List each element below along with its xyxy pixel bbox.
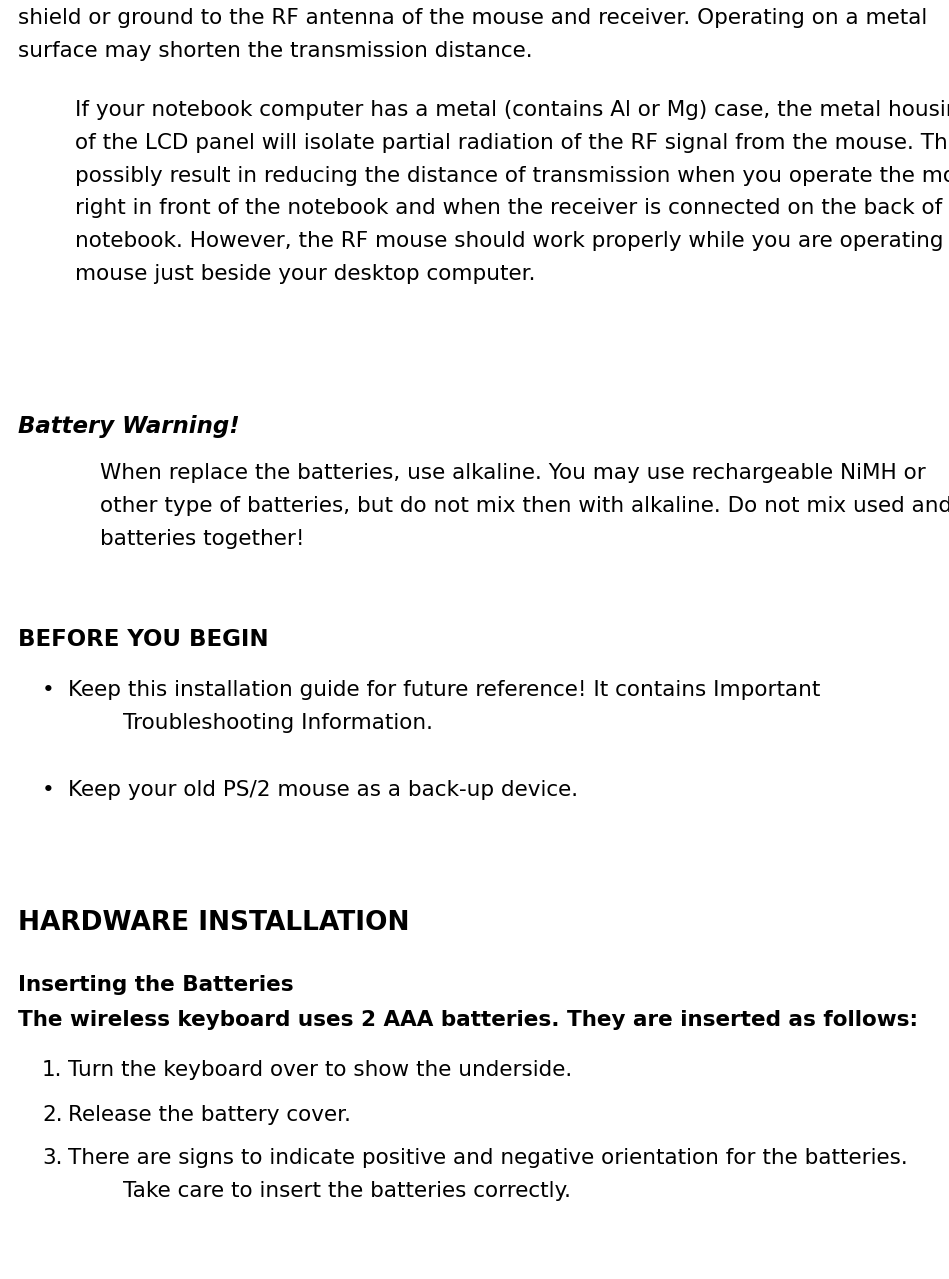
Text: 2.: 2. <box>42 1105 63 1126</box>
Text: Release the battery cover.: Release the battery cover. <box>68 1105 351 1126</box>
Text: 3.: 3. <box>42 1149 63 1168</box>
Text: shield or ground to the RF antenna of the mouse and receiver. Operating on a met: shield or ground to the RF antenna of th… <box>18 8 927 61</box>
Text: BEFORE YOU BEGIN: BEFORE YOU BEGIN <box>18 628 269 651</box>
Text: HARDWARE INSTALLATION: HARDWARE INSTALLATION <box>18 909 410 936</box>
Text: •: • <box>42 680 55 700</box>
Text: Keep your old PS/2 mouse as a back-up device.: Keep your old PS/2 mouse as a back-up de… <box>68 780 578 799</box>
Text: The wireless keyboard uses 2 AAA batteries. They are inserted as follows:: The wireless keyboard uses 2 AAA batteri… <box>18 1010 918 1030</box>
Text: 1.: 1. <box>42 1060 63 1079</box>
Text: There are signs to indicate positive and negative orientation for the batteries.: There are signs to indicate positive and… <box>68 1149 908 1201</box>
Text: If your notebook computer has a metal (contains Al or Mg) case, the metal housin: If your notebook computer has a metal (c… <box>75 100 949 284</box>
Text: Keep this installation guide for future reference! It contains Important
       : Keep this installation guide for future … <box>68 680 820 733</box>
Text: Inserting the Batteries: Inserting the Batteries <box>18 975 293 995</box>
Text: Turn the keyboard over to show the underside.: Turn the keyboard over to show the under… <box>68 1060 572 1079</box>
Text: When replace the batteries, use alkaline. You may use rechargeable NiMH or
other: When replace the batteries, use alkaline… <box>100 463 949 549</box>
Text: •: • <box>42 780 55 799</box>
Text: Battery Warning!: Battery Warning! <box>18 414 240 437</box>
